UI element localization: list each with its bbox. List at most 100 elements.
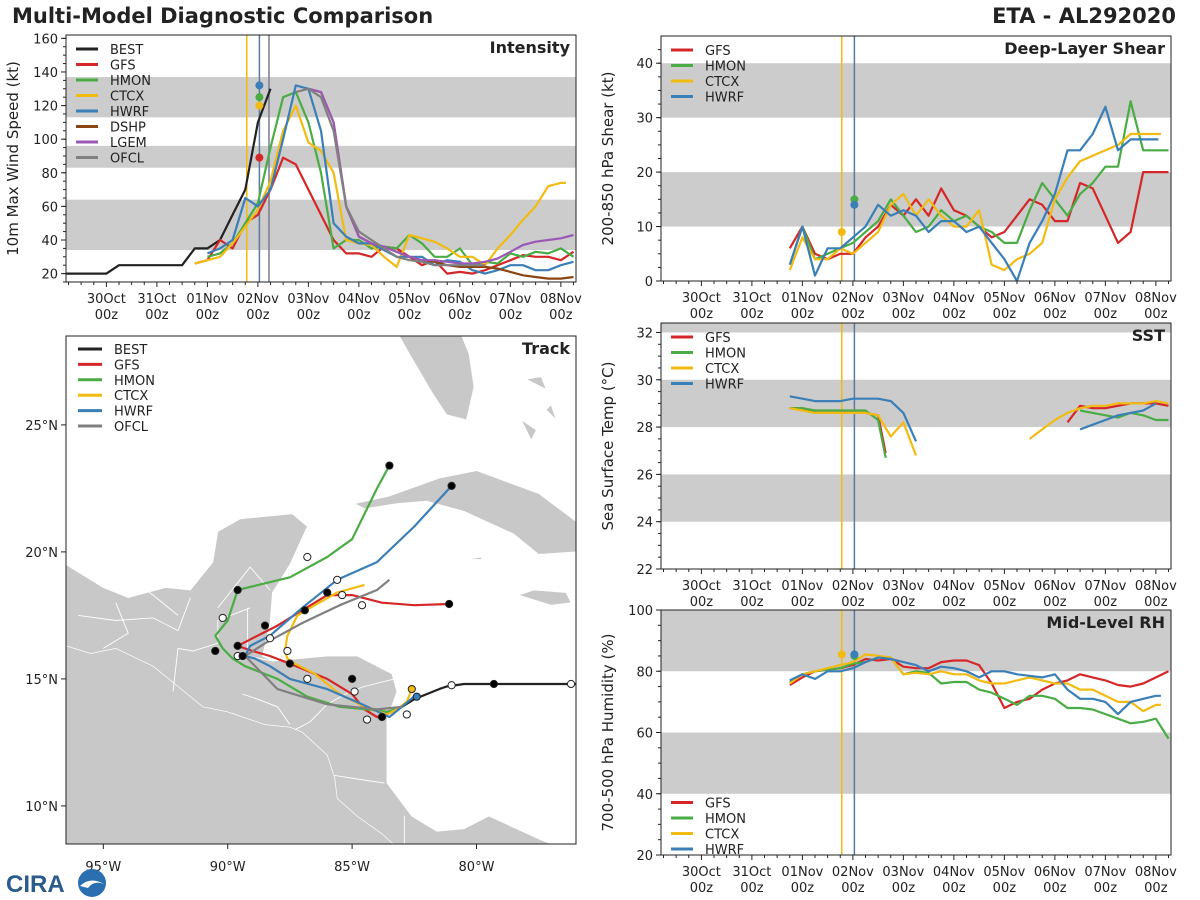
- intensity-series-ofcl: [295, 87, 486, 267]
- rh-xtick-label: 05Nov: [983, 865, 1025, 880]
- rh-xtick-label: 04Nov: [933, 865, 975, 880]
- track-ofcl: [244, 578, 403, 711]
- track-map: [66, 336, 576, 844]
- track-point-gfs: [233, 641, 242, 650]
- sst-xtick-label: 30Oct: [682, 579, 721, 594]
- sst-band: [661, 474, 1171, 522]
- sst-xtick-label: 00z: [1043, 595, 1067, 610]
- sst-legend-ctcx: CTCX: [705, 362, 739, 377]
- intensity-ytick-label: 120: [33, 100, 58, 115]
- intensity-series-lgem: [308, 87, 574, 265]
- intensity-ytick-label: 80: [41, 167, 58, 182]
- shear-xtick-label: 08Nov: [1135, 291, 1177, 306]
- shear-legend-hmon: HMON: [705, 60, 746, 75]
- sst-panel: 22242628303230Oct00z31Oct00z01Nov00z02No…: [599, 322, 1177, 610]
- shear-xtick-label: 00z: [993, 307, 1017, 322]
- rh-xtick-label: 00z: [740, 881, 764, 896]
- shear-xtick-label: 01Nov: [781, 291, 823, 306]
- storm-id: ETA - AL292020: [992, 4, 1176, 28]
- track-point-ctcx: [338, 590, 347, 600]
- rh-series-group: [789, 650, 1170, 740]
- intensity-xtick-label: 00z: [499, 308, 523, 323]
- intensity-legend-hwrf: HWRF: [110, 105, 149, 120]
- track-border: [217, 566, 271, 609]
- sst-xtick-label: 00z: [892, 595, 916, 610]
- intensity-xtick-label: 07Nov: [489, 292, 531, 307]
- intensity-ytick-label: 140: [33, 66, 58, 81]
- intensity-xtick-label: 00z: [297, 308, 321, 323]
- track-legend-hwrf: HWRF: [114, 405, 153, 420]
- shear-series-hwrf: [788, 105, 1159, 281]
- intensity-xtick-label: 00z: [145, 308, 169, 323]
- intensity-ylabel: 10m Max Wind Speed (kt): [4, 61, 22, 256]
- rh-series-ctcx: [789, 653, 1161, 713]
- rh-legend-hmon: HMON: [705, 812, 746, 827]
- intensity-ytick-label: 100: [33, 133, 58, 148]
- rh-band: [661, 610, 1171, 672]
- track-legend-gfs: GFS: [114, 358, 140, 373]
- shear-ytick-label: 40: [636, 57, 653, 72]
- shear-xtick-label: 03Nov: [882, 291, 924, 306]
- track-point-best: [447, 681, 456, 690]
- rh-xtick-label: 00z: [1094, 881, 1118, 896]
- sst-xtick-label: 08Nov: [1135, 579, 1177, 594]
- intensity-marker-hwrf: [255, 81, 264, 90]
- shear-xtick-label: 30Oct: [682, 291, 721, 306]
- sst-xtick-label: 00z: [1094, 595, 1118, 610]
- intensity-xtick-label: 00z: [95, 308, 119, 323]
- intensity-xtick-label: 00z: [398, 308, 422, 323]
- intensity-ytick-label: 60: [41, 200, 58, 215]
- track-legend-hmon: HMON: [114, 374, 155, 389]
- track-land: [520, 418, 537, 441]
- intensity-xtick-label: 31Oct: [137, 292, 176, 307]
- track-border: [242, 693, 291, 725]
- sst-ytick-label: 26: [636, 468, 653, 483]
- rh-xtick-label: 30Oct: [682, 865, 721, 880]
- shear-xtick-label: 00z: [1043, 307, 1067, 322]
- intensity-series-ctcx: [194, 104, 566, 268]
- intensity-legend-gfs: GFS: [110, 59, 136, 74]
- rh-xtick-label: 00z: [841, 881, 865, 896]
- track-lon-label: 80°W: [459, 860, 495, 875]
- track-land: [517, 589, 572, 606]
- intensity-xtick-label: 04Nov: [338, 292, 380, 307]
- track-point-ctcx: [350, 687, 359, 696]
- intensity-series-hmon: [207, 91, 575, 267]
- shear-legend-ctcx: CTCX: [705, 75, 739, 90]
- rh-ylabel: 700-500 hPa Humidity (%): [599, 633, 617, 831]
- intensity-series-group: [66, 81, 575, 280]
- rh-title: Mid-Level RH: [1046, 613, 1165, 632]
- intensity-legend-best: BEST: [110, 43, 143, 58]
- rh-legend-gfs: GFS: [705, 797, 731, 812]
- track-best: [401, 682, 576, 708]
- sst-xtick-label: 00z: [690, 595, 714, 610]
- sst-band: [661, 323, 1171, 333]
- track-point-hwrf: [300, 606, 309, 615]
- shear-xtick-label: 00z: [1144, 307, 1168, 322]
- track-border: [127, 576, 179, 616]
- sst-xtick-label: 03Nov: [882, 579, 924, 594]
- rh-ytick-label: 40: [636, 788, 653, 803]
- track-point-best: [489, 679, 499, 689]
- sst-ylabel: Sea Surface Temp (°C): [599, 361, 617, 530]
- sst-ytick-label: 24: [636, 516, 653, 531]
- sst-legend-gfs: GFS: [705, 331, 731, 346]
- rh-xtick-label: 07Nov: [1084, 865, 1126, 880]
- shear-ytick-label: 30: [636, 112, 653, 127]
- rh-xtick-label: 01Nov: [781, 865, 823, 880]
- track-point-best: [566, 679, 576, 689]
- rh-xtick-label: 00z: [791, 881, 815, 896]
- sst-band: [661, 379, 1171, 428]
- sst-ytick-label: 28: [636, 421, 653, 436]
- track-title: Track: [522, 339, 570, 358]
- shear-xtick-label: 07Nov: [1084, 291, 1126, 306]
- intensity-series-best: [66, 88, 272, 275]
- sst-xtick-label: 00z: [993, 595, 1017, 610]
- intensity-ytick-label: 20: [41, 268, 58, 283]
- sst-xtick-label: 00z: [791, 595, 815, 610]
- shear-xtick-label: 06Nov: [1034, 291, 1076, 306]
- rh-ytick-label: 60: [636, 727, 653, 742]
- rh-ytick-label: 100: [628, 604, 653, 619]
- rh-xtick-label: 02Nov: [832, 865, 874, 880]
- shear-xtick-label: 00z: [841, 307, 865, 322]
